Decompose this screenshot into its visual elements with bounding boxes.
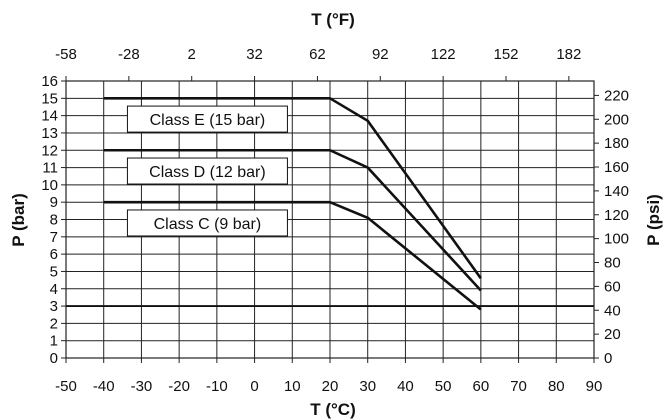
left-tick-label: 5: [50, 263, 58, 280]
series-label: Class E (15 bar): [150, 112, 266, 129]
tick-labels: -50 -40 -30 -20 -10 0 10 20 30 40 50 60 70 80 90-58 -28…: [41, 46, 629, 395]
top-tick-label: 182: [556, 46, 581, 63]
series-line: [103, 97, 482, 280]
right-tick-label: 0: [604, 350, 612, 367]
left-tick-label: 12: [41, 142, 58, 159]
right-tick-label: 140: [604, 183, 629, 200]
right-tick-label: 20: [604, 326, 621, 343]
bottom-tick-label: -20: [168, 378, 190, 395]
left-tick-label: 4: [50, 281, 58, 298]
series-line: [103, 148, 482, 292]
left-tick-label: 16: [41, 73, 58, 90]
left-tick-label: 2: [50, 315, 58, 332]
right-tick-label: 160: [604, 159, 629, 176]
bottom-tick-label: 30: [359, 378, 376, 395]
top-tick-label: 62: [309, 46, 326, 63]
left-tick-label: 11: [42, 160, 58, 177]
left-tick-label: 7: [50, 229, 58, 246]
series-label: Class C (9 bar): [154, 216, 262, 233]
right-tick-label: 200: [604, 111, 629, 128]
left-tick-label: 13: [41, 125, 58, 142]
top-tick-label: 122: [431, 46, 456, 63]
bottom-tick-label: 10: [284, 378, 301, 395]
bottom-tick-label: 80: [548, 378, 565, 395]
right-tick-label: 120: [604, 207, 629, 224]
right-tick-label: 60: [604, 278, 621, 295]
left-tick-label: 1: [50, 333, 58, 350]
right-axis-title: P (psi): [644, 194, 663, 246]
left-tick-label: 14: [41, 108, 58, 125]
series-line: [103, 200, 482, 311]
left-tick-label: 8: [50, 212, 58, 229]
bottom-tick-label: 70: [510, 378, 527, 395]
left-tick-label: 0: [50, 350, 58, 367]
left-tick-label: 10: [41, 177, 58, 194]
bottom-axis-title: T (°C): [310, 400, 356, 419]
top-tick-label: -58: [55, 46, 77, 63]
series-label-box: [126, 157, 288, 185]
left-tick-label: 3: [50, 298, 58, 315]
series-label: Class D (12 bar): [149, 164, 265, 181]
top-tick-label: 2: [188, 46, 196, 63]
right-tick-label: 80: [604, 255, 621, 272]
bottom-tick-label: 60: [473, 378, 490, 395]
series-label-box: [126, 105, 288, 133]
top-tick-label: 152: [493, 46, 518, 63]
bottom-tick-label: 0: [250, 378, 258, 395]
bottom-tick-label: 40: [397, 378, 414, 395]
series-labels: Class E (15 bar) Class D (12 bar) Class C …: [126, 105, 288, 237]
bottom-tick-label: -50: [55, 378, 77, 395]
left-axis-title: P (bar): [9, 193, 28, 247]
series-label-box: [126, 209, 288, 237]
right-tick-label: 220: [604, 87, 629, 104]
top-tick-label: -28: [118, 46, 140, 63]
bottom-tick-label: 50: [435, 378, 452, 395]
bottom-tick-label: -30: [131, 378, 153, 395]
left-tick-label: 6: [50, 246, 58, 263]
left-tick-label: 15: [41, 90, 58, 107]
bottom-tick-label: 20: [322, 378, 339, 395]
right-tick-label: 180: [604, 135, 629, 152]
left-tick-label: 9: [50, 194, 58, 211]
series-lines: [66, 97, 594, 311]
top-tick-label: 32: [246, 46, 263, 63]
bottom-tick-label: 90: [586, 378, 603, 395]
right-tick-label: 100: [604, 231, 629, 248]
right-tick-label: 40: [604, 302, 621, 319]
top-tick-label: 92: [372, 46, 389, 63]
bottom-tick-label: -10: [206, 378, 228, 395]
top-axis-title: T (°F): [311, 10, 355, 29]
bottom-tick-label: -40: [93, 378, 115, 395]
